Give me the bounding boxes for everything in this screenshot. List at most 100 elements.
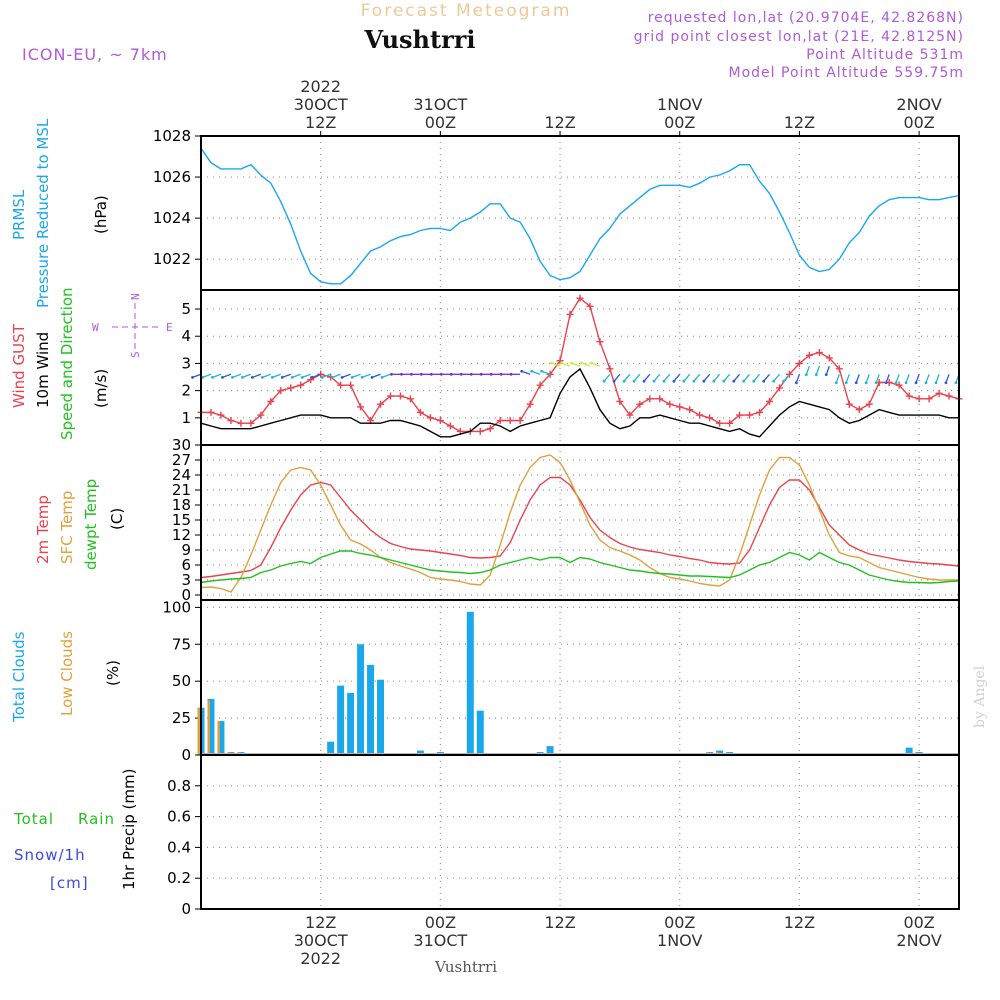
clouds-ytick-label: 50	[172, 672, 191, 690]
wind-arrow-head	[520, 369, 524, 373]
time-label-bottom: 00Z	[425, 913, 456, 932]
wind-direction-arrow	[763, 373, 770, 382]
wind-direction-arrow	[925, 374, 930, 383]
gust-marker	[337, 381, 345, 389]
gust-marker	[706, 414, 714, 422]
gust-marker	[426, 414, 434, 422]
wind-direction-arrow	[351, 373, 361, 378]
gust-marker	[297, 381, 305, 389]
pressure-unit: (hPa)	[92, 195, 110, 234]
temperature-ytick-label: 12	[172, 526, 191, 544]
clouds-frame	[200, 599, 960, 756]
wind-direction-arrow	[723, 373, 731, 382]
gust-marker	[895, 381, 903, 389]
sfc-temp-label: SFC Temp	[58, 491, 76, 564]
wind-arrow-head	[762, 379, 766, 383]
precip-frame	[200, 754, 960, 910]
wind-direction-arrow	[773, 373, 780, 382]
total-cloud-bar	[367, 664, 375, 755]
wind-direction-arrow	[302, 373, 311, 378]
gust-marker	[686, 406, 694, 414]
time-label-top: 2NOV	[896, 95, 941, 114]
wind-arrow-head	[692, 379, 696, 383]
wind-direction-arrow	[825, 365, 830, 375]
wind-direction-arrow	[643, 373, 651, 382]
gust-marker	[736, 411, 744, 419]
time-label-bottom: 30OCT	[294, 931, 348, 950]
wind-direction-arrow	[895, 374, 900, 383]
gust-marker	[746, 411, 754, 419]
wind-direction-arrow	[361, 373, 371, 378]
wind-direction-arrow	[613, 373, 621, 382]
wind-direction-arrow	[292, 373, 301, 378]
wind-arrow-head	[864, 381, 868, 385]
wind-direction-arrow	[713, 373, 721, 382]
wind-direction-arrow	[541, 370, 551, 375]
wind-arrow-head	[782, 379, 786, 383]
gust-marker	[257, 411, 265, 419]
wind-arrow-head	[682, 379, 686, 383]
temperature-ytick-label: 0	[181, 586, 191, 604]
wind-direction-arrow	[202, 373, 212, 378]
wind-direction-arrow	[521, 370, 531, 375]
clouds-panel: 0 25 50 75 100	[162, 598, 960, 764]
wind-arrow-head	[884, 381, 888, 385]
precip-ytick-label: 0	[181, 900, 191, 918]
wind-direction-arrow	[875, 374, 880, 383]
gust-marker	[925, 395, 933, 403]
gust-marker	[586, 302, 594, 310]
wind-arrow-head	[814, 373, 818, 376]
wind-arrow-head	[914, 381, 918, 385]
gust-marker	[676, 403, 684, 411]
wind-direction-arrow	[653, 373, 661, 382]
gust-marker	[795, 359, 803, 367]
wind-direction-arrow	[935, 374, 940, 383]
time-label-top: 2022	[300, 77, 341, 96]
clouds-ytick-label: 75	[172, 635, 191, 653]
wind-arrow-head	[429, 372, 433, 376]
wind-direction-arrow	[571, 362, 581, 367]
wind-arrow-head	[844, 381, 848, 385]
wind-arrow-head	[672, 379, 676, 383]
wind-direction-arrow	[262, 373, 272, 378]
pressure-ytick-label: 1024	[153, 209, 191, 227]
gust-marker	[357, 403, 365, 411]
gust-marker	[905, 392, 913, 400]
wind-arrow-head	[702, 379, 706, 383]
10m-wind-line	[200, 367, 959, 438]
wind-arrow-head	[191, 375, 194, 379]
gust-marker	[446, 422, 454, 430]
compass-n: N	[129, 293, 142, 300]
wind-direction-arrow	[693, 373, 701, 382]
temperature-ytick-label: 15	[172, 511, 191, 529]
gust-marker	[556, 357, 564, 365]
wind-direction-arrow	[531, 370, 541, 375]
wind-direction-arrow	[581, 362, 591, 367]
wind-arrow-head	[794, 381, 798, 385]
gust-marker	[496, 417, 504, 425]
gust-marker	[805, 351, 813, 359]
gust-marker	[666, 400, 674, 408]
model-altitude: Model Point Altitude 559.75m	[729, 65, 964, 81]
wind-arrow-head	[934, 381, 938, 385]
gust-marker	[347, 381, 355, 389]
gust-marker	[825, 354, 833, 362]
time-label-bottom: 1NOV	[657, 931, 702, 950]
wind-arrow-head	[469, 372, 473, 376]
temperature-ytick-label: 3	[181, 571, 191, 589]
wind-gust-line	[201, 297, 960, 433]
gust-marker	[377, 400, 385, 408]
gust-marker	[865, 400, 873, 408]
subtitle: Forecast Meteogram	[361, 1, 572, 21]
wind-direction-arrow	[865, 374, 870, 383]
wind-arrow-head	[489, 372, 493, 376]
gust-marker	[945, 392, 953, 400]
wind-arrow-head	[400, 372, 403, 376]
temp-unit: (C)	[108, 508, 126, 530]
gust-marker	[766, 397, 773, 405]
wind-arrow-head	[290, 375, 294, 379]
wind-arrow-head	[410, 372, 413, 376]
wind-arrow-head	[612, 379, 616, 383]
pressure-frame	[200, 135, 960, 291]
